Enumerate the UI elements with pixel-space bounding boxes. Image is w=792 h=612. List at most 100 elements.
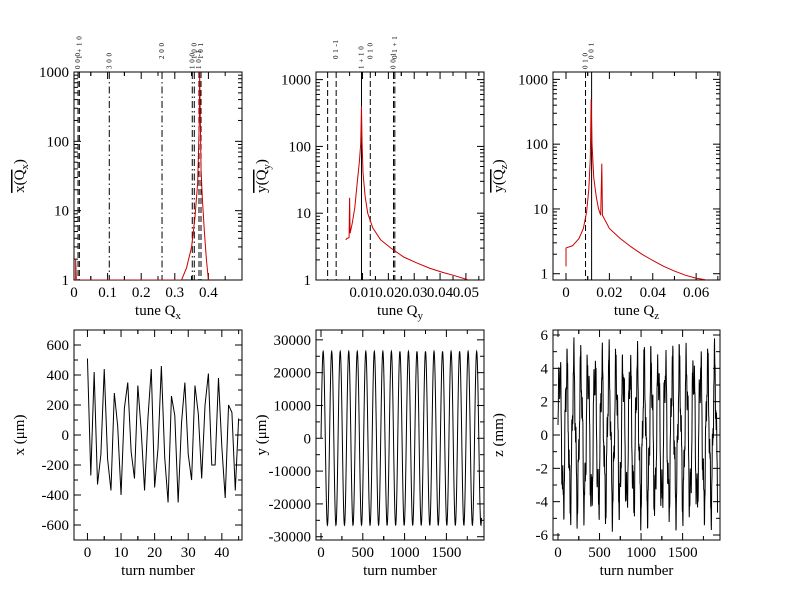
- resonance-label: 1 + 1 0: [75, 36, 83, 59]
- x-tick-label: 1500: [431, 545, 461, 561]
- y-axis-title-sub: z: [498, 164, 510, 169]
- x-axis-title: tune Qy: [377, 303, 423, 322]
- x-tick-label: 0: [84, 545, 92, 561]
- y-tick-label: -6: [536, 528, 549, 544]
- x-tick-label: 0.02: [596, 285, 622, 301]
- y-axis-title: y (μm): [254, 415, 270, 456]
- x-axis-title: turn number: [121, 563, 195, 579]
- x-tick-label: 1000: [626, 545, 656, 561]
- y-tick-label: -600: [42, 518, 70, 534]
- x-tick-label: 40: [214, 545, 229, 561]
- x-tick-label: 0: [554, 545, 562, 561]
- y-tick-label: 100: [289, 139, 312, 155]
- y-axis-title-sub: y: [261, 164, 273, 170]
- x-tick-label: 0.04: [640, 285, 667, 301]
- panel-y_turns: 0 500 1000 1500 -30000 -20000 -10000 0 10000 2000…: [254, 329, 485, 579]
- y-tick-label: 1000: [518, 72, 548, 88]
- resonance-label: 0 0 1: [588, 43, 596, 60]
- x-axis-title: tune Qx: [135, 303, 181, 322]
- y-tick-label: 1: [541, 267, 549, 283]
- y-tick-label: 0: [541, 428, 549, 444]
- y-axis-title-main: y (μm): [254, 415, 270, 456]
- y-axis-title: y(Qy): [254, 159, 273, 193]
- y-tick-label: 10000: [274, 398, 312, 414]
- resonance-label: 1 0 0: [188, 53, 196, 70]
- y-tick-label: 4: [541, 361, 549, 377]
- y-tick-label: -400: [42, 488, 70, 504]
- x-tick-label: 0.3: [165, 285, 184, 301]
- x-axis-title-main: tune Q: [377, 303, 418, 319]
- plot-frame: [315, 71, 485, 281]
- resonance-label: 1 0 1: [197, 43, 205, 60]
- series-line-z: [557, 337, 719, 532]
- y-axis-title: y(Qz): [491, 159, 510, 192]
- y-tick-label: -30000: [269, 530, 312, 546]
- resonance-label: 0 0 1: [390, 53, 398, 70]
- resonance-label: 0 0 0: [74, 53, 82, 70]
- x-tick-label: 500: [352, 545, 375, 561]
- series-line-x: [86, 358, 240, 503]
- y-tick-label: 20000: [274, 366, 312, 382]
- resonance-label: 2 0 0: [158, 43, 166, 60]
- x-axis-title-main: turn number: [363, 563, 437, 579]
- y-tick-label: 10: [296, 206, 311, 222]
- series-line-y: [320, 349, 482, 527]
- plot-frame: [552, 71, 721, 281]
- x-axis-title-sub: z: [654, 310, 659, 322]
- x-tick-label: 0.4: [199, 285, 218, 301]
- panel-x_turns: 0 10 20 30 40 -600 -400 -200 0 200 400 600 turn numb…: [12, 329, 243, 579]
- y-axis-title-sub: x: [19, 164, 31, 170]
- y-tick-label: 600: [47, 338, 70, 354]
- y-tick-label: -20000: [269, 497, 312, 513]
- y-axis-title-main: x(Q: [12, 169, 28, 192]
- x-tick-label: 0.2: [132, 285, 151, 301]
- y-tick-label: 100: [526, 137, 549, 153]
- plot-frame: [315, 329, 485, 541]
- y-axis-title-main: x (μm): [12, 415, 28, 456]
- x-axis-title-sub: x: [175, 310, 181, 322]
- x-tick-label: 0: [70, 285, 78, 301]
- x-axis-title-sub: y: [417, 310, 423, 322]
- x-tick-label: 0.02: [375, 285, 401, 301]
- y-tick-label: 2: [541, 395, 549, 411]
- x-tick-label: 0.1: [98, 285, 117, 301]
- x-axis-title-main: tune Q: [135, 303, 176, 319]
- y-axis-title: x (μm): [12, 415, 28, 456]
- x-axis-title-main: tune Q: [614, 303, 655, 319]
- y-axis-title: z (mm): [491, 413, 507, 457]
- resonance-label: 0 1 + 1: [391, 36, 399, 59]
- resonance-label: 1 0 0: [190, 43, 198, 60]
- x-axis-title-main: turn number: [121, 563, 195, 579]
- y-tick-label: 400: [47, 368, 70, 384]
- series-line-spectrum: [565, 98, 708, 280]
- x-tick-label: 0.04: [427, 285, 454, 301]
- resonance-label: 0 1 0: [366, 43, 374, 60]
- x-tick-label: 500: [588, 545, 611, 561]
- y-tick-label: 30000: [274, 333, 312, 349]
- panel-qx: 0 0.1 0.2 0.3 0.4 1 10 100 1000 0 0 01 + 1 0 3 0 0…: [12, 36, 243, 322]
- y-tick-label: -200: [42, 458, 70, 474]
- x-tick-label: 0: [317, 545, 325, 561]
- x-axis-title-main: turn number: [600, 563, 674, 579]
- y-tick-label: 100: [47, 134, 70, 150]
- x-tick-label: 0.06: [683, 285, 710, 301]
- x-tick-label: 0.01: [349, 285, 375, 301]
- y-axis-title-main: z (mm): [491, 413, 507, 457]
- resonance-label: 3 0 0: [105, 53, 113, 70]
- resonance-label: 0 1 0: [582, 53, 590, 70]
- y-tick-label: 1: [62, 273, 70, 289]
- y-tick-label: -4: [536, 495, 549, 511]
- y-tick-label: -2: [536, 461, 549, 477]
- y-tick-label: 6: [541, 328, 549, 344]
- y-tick-label: 200: [47, 398, 70, 414]
- x-tick-label: 10: [114, 545, 129, 561]
- series-line-spectrum: [75, 72, 209, 280]
- x-axis-title: tune Qz: [614, 303, 659, 322]
- y-tick-label: 10: [533, 202, 548, 218]
- panel-z_turns: 0 500 1000 1500 -6 -4 -2 0 2 4 6 turn number z (mm): [491, 328, 721, 579]
- x-tick-label: 1500: [668, 545, 698, 561]
- x-tick-label: 30: [181, 545, 196, 561]
- series-line-spectrum: [345, 106, 469, 280]
